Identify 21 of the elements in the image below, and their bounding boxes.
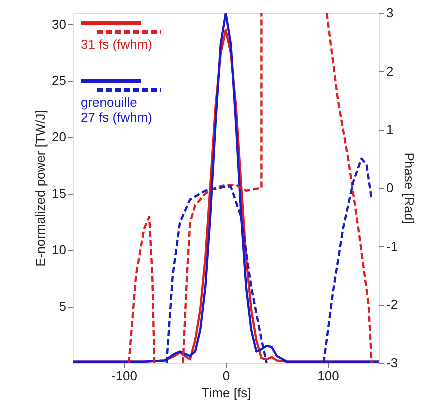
y-axis-title: E-normalized power [TW/J] xyxy=(33,110,48,267)
y-tick-label: 30 xyxy=(52,16,66,32)
y-tick-label: 5 xyxy=(59,299,66,314)
x-tick-label: 0 xyxy=(222,368,230,384)
x-axis-title: Time [fs] xyxy=(202,386,252,400)
y-tick-label: 25 xyxy=(52,73,66,88)
y2-tick-label: -2 xyxy=(386,297,398,312)
y2-axis-title: Phase [Rad] xyxy=(402,152,418,224)
y-tick-label: 20 xyxy=(52,130,66,145)
y2-tick-label: -1 xyxy=(386,238,398,254)
x-tick-label: -100 xyxy=(111,368,138,384)
x-tick-label: 100 xyxy=(318,368,340,384)
y2-tick-label: 3 xyxy=(386,6,394,20)
y2-tick-label: 1 xyxy=(386,122,394,138)
y2-tick-label: 2 xyxy=(386,64,394,79)
y2-tick-label: 0 xyxy=(386,180,394,196)
y-tick-label: 10 xyxy=(52,242,66,258)
y2-tick-label: -3 xyxy=(386,356,398,370)
y-tick-label: 15 xyxy=(52,186,66,202)
legend-label: grenouille 27 fs (fwhm) xyxy=(81,95,153,125)
legend-label: 31 fs (fwhm) xyxy=(81,37,153,52)
